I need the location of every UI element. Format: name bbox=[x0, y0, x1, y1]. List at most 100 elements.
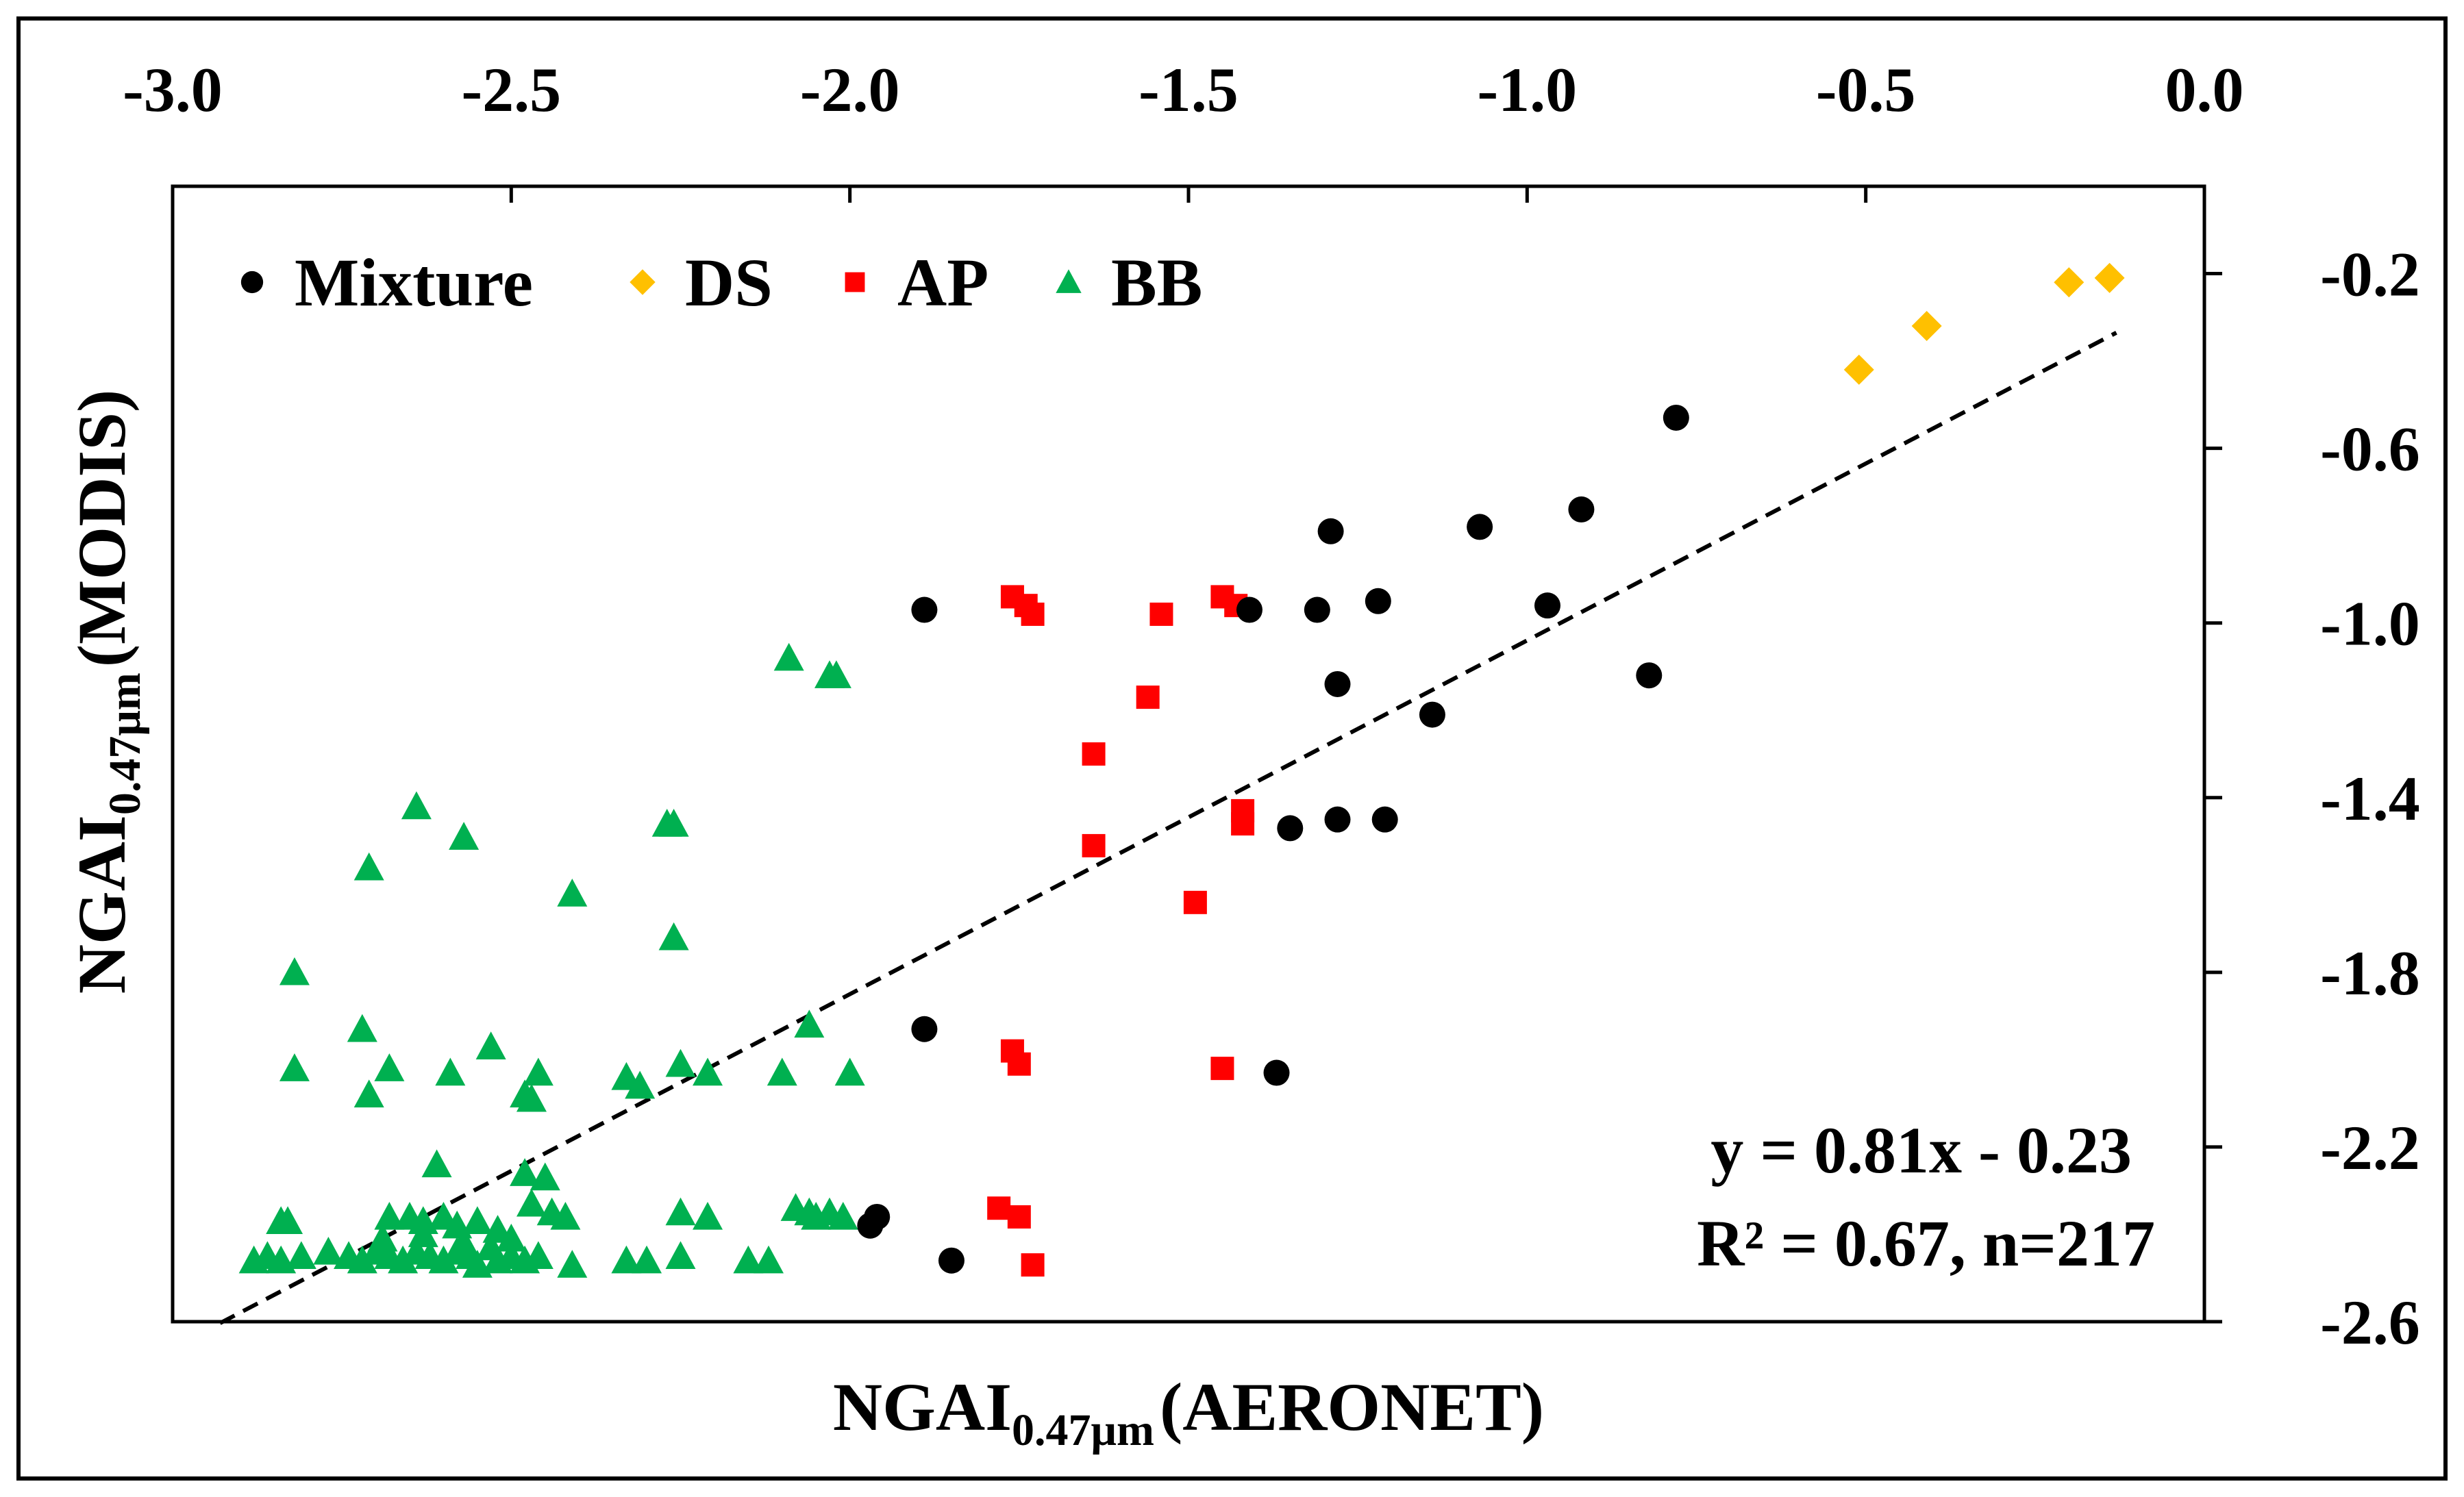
point-bb bbox=[827, 1201, 858, 1230]
point-mixture bbox=[938, 1247, 965, 1274]
point-bb bbox=[428, 1245, 459, 1274]
point-ap bbox=[1007, 1205, 1031, 1229]
point-ap bbox=[1149, 602, 1173, 626]
y-tick-label: -1.8 bbox=[2320, 938, 2420, 1008]
x-tick-label: 0.0 bbox=[2165, 55, 2244, 125]
point-bb bbox=[557, 879, 588, 907]
point-mixture bbox=[1324, 806, 1351, 833]
legend-label-mixture: Mixture bbox=[295, 244, 533, 320]
y-axis-title: NGAI0.47μm(MODIS) bbox=[64, 390, 150, 994]
point-bb bbox=[510, 1158, 540, 1186]
point-mixture bbox=[1636, 662, 1663, 689]
point-bb bbox=[658, 809, 689, 837]
point-bb bbox=[523, 1057, 553, 1086]
point-mixture bbox=[1467, 514, 1493, 540]
x-tick-label: -1.0 bbox=[1478, 55, 1578, 125]
point-bb bbox=[313, 1236, 344, 1265]
point-bb bbox=[347, 1014, 377, 1042]
point-ap bbox=[1007, 1052, 1031, 1076]
point-bb bbox=[625, 1070, 656, 1099]
y-tick-label: -0.6 bbox=[2320, 414, 2420, 484]
point-mixture bbox=[857, 1212, 884, 1239]
y-axis-ticks: -0.2 -0.6 -1.0 -1.4 -1.8 -2.2 -2.6 bbox=[2204, 240, 2420, 1357]
point-ap bbox=[987, 1196, 1011, 1220]
point-ap bbox=[1210, 1057, 1234, 1081]
point-ap bbox=[1136, 685, 1160, 709]
point-mixture bbox=[1365, 588, 1391, 614]
point-bb bbox=[401, 791, 432, 820]
point-bb bbox=[353, 852, 384, 881]
data-points bbox=[238, 262, 2125, 1278]
point-bb bbox=[794, 1009, 825, 1038]
point-bb bbox=[773, 642, 804, 671]
y-tick-label: -1.0 bbox=[2320, 589, 2420, 659]
point-bb bbox=[496, 1223, 527, 1252]
point-bb bbox=[449, 1228, 480, 1256]
point-bb bbox=[665, 1048, 696, 1077]
point-bb bbox=[462, 1206, 493, 1235]
point-bb bbox=[388, 1245, 419, 1274]
point-ds bbox=[1911, 311, 1942, 342]
point-bb bbox=[353, 1079, 384, 1108]
point-bb bbox=[516, 1188, 547, 1217]
point-ap bbox=[1183, 890, 1207, 914]
point-mixture bbox=[1263, 1059, 1290, 1086]
point-bb bbox=[279, 1053, 310, 1081]
point-bb bbox=[516, 1083, 547, 1112]
legend-marker-mixture bbox=[240, 271, 264, 294]
fit-line-group bbox=[219, 331, 2117, 1325]
x-axis-ticks: -3.0 -2.5 -2.0 -1.5 -1.0 -0.5 0.0 bbox=[123, 55, 2244, 203]
x-tick-label: -3.0 bbox=[123, 55, 223, 125]
y-tick-label: -1.4 bbox=[2320, 764, 2420, 833]
point-bb bbox=[693, 1201, 723, 1230]
fit-r-squared: R² = 0.67, n=217 bbox=[1697, 1207, 2155, 1280]
y-tick-label: -2.6 bbox=[2320, 1287, 2420, 1357]
x-tick-label: -2.0 bbox=[800, 55, 900, 125]
point-bb bbox=[665, 1197, 696, 1226]
point-bb bbox=[557, 1250, 588, 1278]
legend-label-bb: BB bbox=[1111, 244, 1202, 320]
point-ap bbox=[1082, 833, 1106, 857]
point-bb bbox=[374, 1201, 405, 1230]
point-bb bbox=[279, 957, 310, 985]
point-bb bbox=[632, 1245, 662, 1274]
point-ap bbox=[1021, 602, 1045, 626]
point-ap bbox=[1082, 742, 1106, 766]
x-tick-label: -1.5 bbox=[1138, 55, 1239, 125]
point-ap bbox=[1231, 812, 1255, 836]
point-bb bbox=[754, 1245, 784, 1274]
point-mixture bbox=[1277, 815, 1304, 842]
point-bb bbox=[449, 822, 480, 850]
point-mixture bbox=[1324, 670, 1351, 697]
point-bb bbox=[421, 1149, 452, 1178]
point-bb bbox=[550, 1201, 581, 1230]
point-bb bbox=[475, 1232, 506, 1261]
point-ds bbox=[2094, 262, 2125, 293]
legend-label-ap: AP bbox=[897, 244, 988, 320]
point-mixture bbox=[1304, 596, 1330, 623]
point-bb bbox=[408, 1219, 438, 1248]
point-bb bbox=[611, 1245, 642, 1274]
point-ds bbox=[1843, 354, 1874, 385]
point-ap bbox=[1021, 1253, 1045, 1277]
point-mixture bbox=[1236, 596, 1262, 623]
point-mixture bbox=[1371, 806, 1398, 833]
point-bb bbox=[273, 1206, 303, 1235]
x-tick-label: -2.5 bbox=[462, 55, 562, 125]
x-tick-label: -0.5 bbox=[1816, 55, 1916, 125]
point-bb bbox=[665, 1241, 696, 1270]
point-bb bbox=[435, 1057, 466, 1086]
x-axis-title: NGAI0.47μm(AERONET) bbox=[833, 1369, 1544, 1455]
point-mixture bbox=[1419, 701, 1445, 728]
y-tick-label: -0.2 bbox=[2320, 240, 2420, 310]
point-mixture bbox=[1534, 592, 1560, 619]
point-bb bbox=[374, 1053, 405, 1081]
point-mixture bbox=[1568, 496, 1595, 523]
point-bb bbox=[733, 1245, 764, 1274]
point-bb bbox=[347, 1245, 377, 1274]
legend: Mixture DS AP BB bbox=[240, 244, 1202, 320]
point-bb bbox=[767, 1057, 797, 1086]
point-bb bbox=[658, 922, 689, 951]
point-bb bbox=[475, 1031, 506, 1059]
